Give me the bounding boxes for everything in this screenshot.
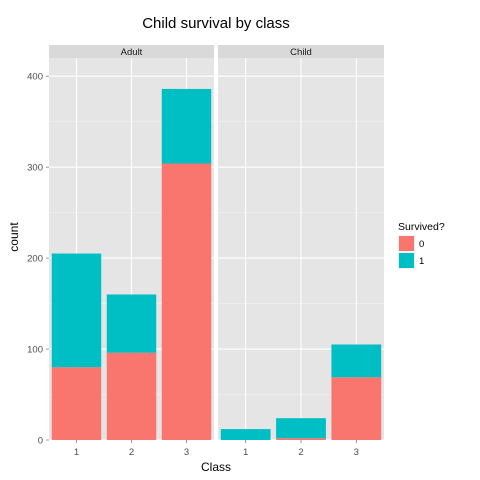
bar-child-class-2-survived-0	[276, 438, 326, 440]
bar-adult-class-3-survived-1	[161, 88, 212, 164]
y-axis-title: count	[7, 222, 21, 252]
y-tick-label: 200	[27, 254, 43, 265]
legend: Survived? 0 1	[398, 221, 445, 269]
facet-strip	[218, 45, 384, 58]
facet-panels: Adult 1 2 3 Child 1 2 3	[49, 45, 384, 458]
bar-adult-class-2-survived-1	[106, 294, 157, 353]
bar-child-class-3-survived-1	[331, 344, 382, 378]
legend-title: Survived?	[398, 221, 445, 233]
legend-key-1	[399, 253, 414, 268]
y-axis: 0 100 200 300 400	[27, 72, 49, 447]
legend-label-1: 1	[419, 256, 424, 267]
legend-label-0: 0	[419, 239, 424, 250]
x-tick-label: 2	[129, 447, 134, 458]
facet-panel-child: Child 1 2 3	[218, 45, 384, 458]
bar-adult-class-3-survived-0	[161, 163, 212, 440]
chart-title: Child survival by class	[142, 15, 290, 32]
bar-child-class-2-survived-1	[276, 418, 326, 439]
x-tick-label: 3	[184, 447, 189, 458]
facet-strip-label: Adult	[121, 47, 143, 58]
y-tick-label: 300	[27, 163, 43, 174]
x-axis-title: Class	[201, 460, 231, 474]
bar-adult-class-1-survived-1	[51, 253, 102, 368]
facet-panel-adult: Adult 1 2 3	[49, 45, 214, 458]
bar-child-class-1-survived-1	[220, 429, 271, 440]
x-tick-label: 1	[74, 447, 79, 458]
bar-adult-class-1-survived-0	[51, 367, 102, 440]
bar-child-class-3-survived-0	[331, 377, 382, 440]
bar-adult-class-2-survived-0	[106, 352, 157, 440]
facet-strip	[49, 45, 214, 58]
x-tick-label: 3	[354, 447, 359, 458]
x-tick-label: 2	[298, 447, 303, 458]
y-tick-label: 100	[27, 345, 43, 356]
facet-strip-label: Child	[290, 47, 312, 58]
legend-key-0	[399, 236, 414, 251]
y-tick-label: 400	[27, 72, 43, 83]
y-tick-label: 0	[38, 436, 43, 447]
x-tick-label: 1	[243, 447, 248, 458]
